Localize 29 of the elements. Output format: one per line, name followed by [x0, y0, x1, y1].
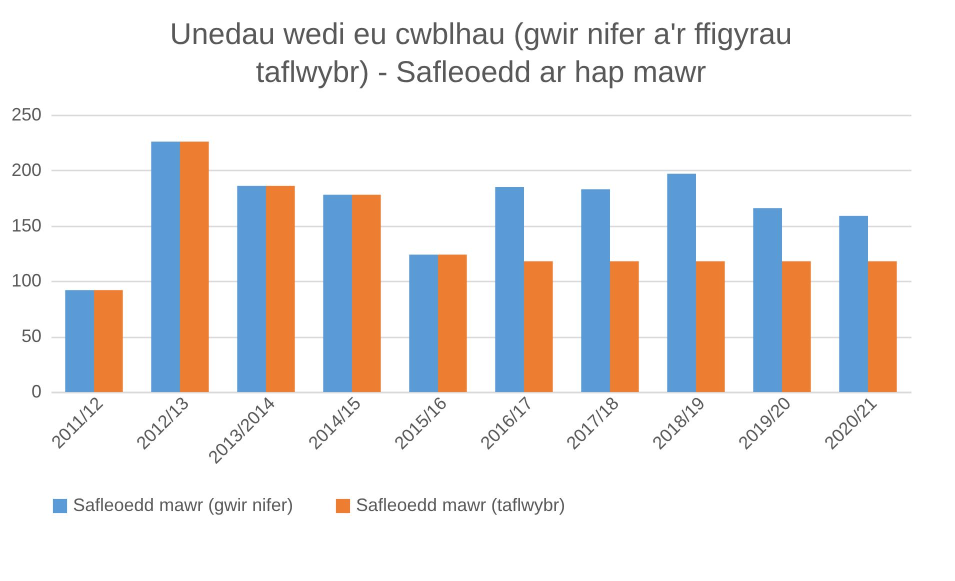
y-tick-label: 50 [21, 326, 42, 346]
bar [409, 254, 438, 392]
bar [610, 261, 639, 392]
bar [868, 261, 897, 392]
bar [94, 290, 123, 392]
bar [438, 254, 467, 392]
y-tick-label: 250 [11, 104, 42, 124]
bar [667, 174, 696, 392]
bar [495, 187, 524, 392]
bar [323, 194, 352, 392]
y-tick-label: 0 [31, 382, 42, 402]
bar [237, 186, 266, 392]
y-tick-label: 100 [11, 270, 42, 291]
bar [352, 194, 381, 392]
chart-title: Unedau wedi eu cwblhau (gwir nifer a'r ffigyrau taflwybr) - Safleoedd ar hap mawr [170, 18, 792, 89]
bar [151, 142, 180, 392]
y-tick-label: 150 [11, 215, 42, 236]
bar [753, 208, 782, 392]
bar [266, 186, 295, 392]
bar [180, 142, 209, 392]
bar [581, 189, 610, 392]
legend-label: Safleoedd mawr (taflwybr) [356, 495, 566, 515]
bar [524, 261, 553, 392]
bar [782, 261, 811, 392]
bar [839, 216, 868, 392]
legend-label: Safleoedd mawr (gwir nifer) [73, 495, 294, 515]
bar [65, 290, 94, 392]
bar [696, 261, 725, 392]
y-tick-label: 200 [11, 160, 42, 180]
